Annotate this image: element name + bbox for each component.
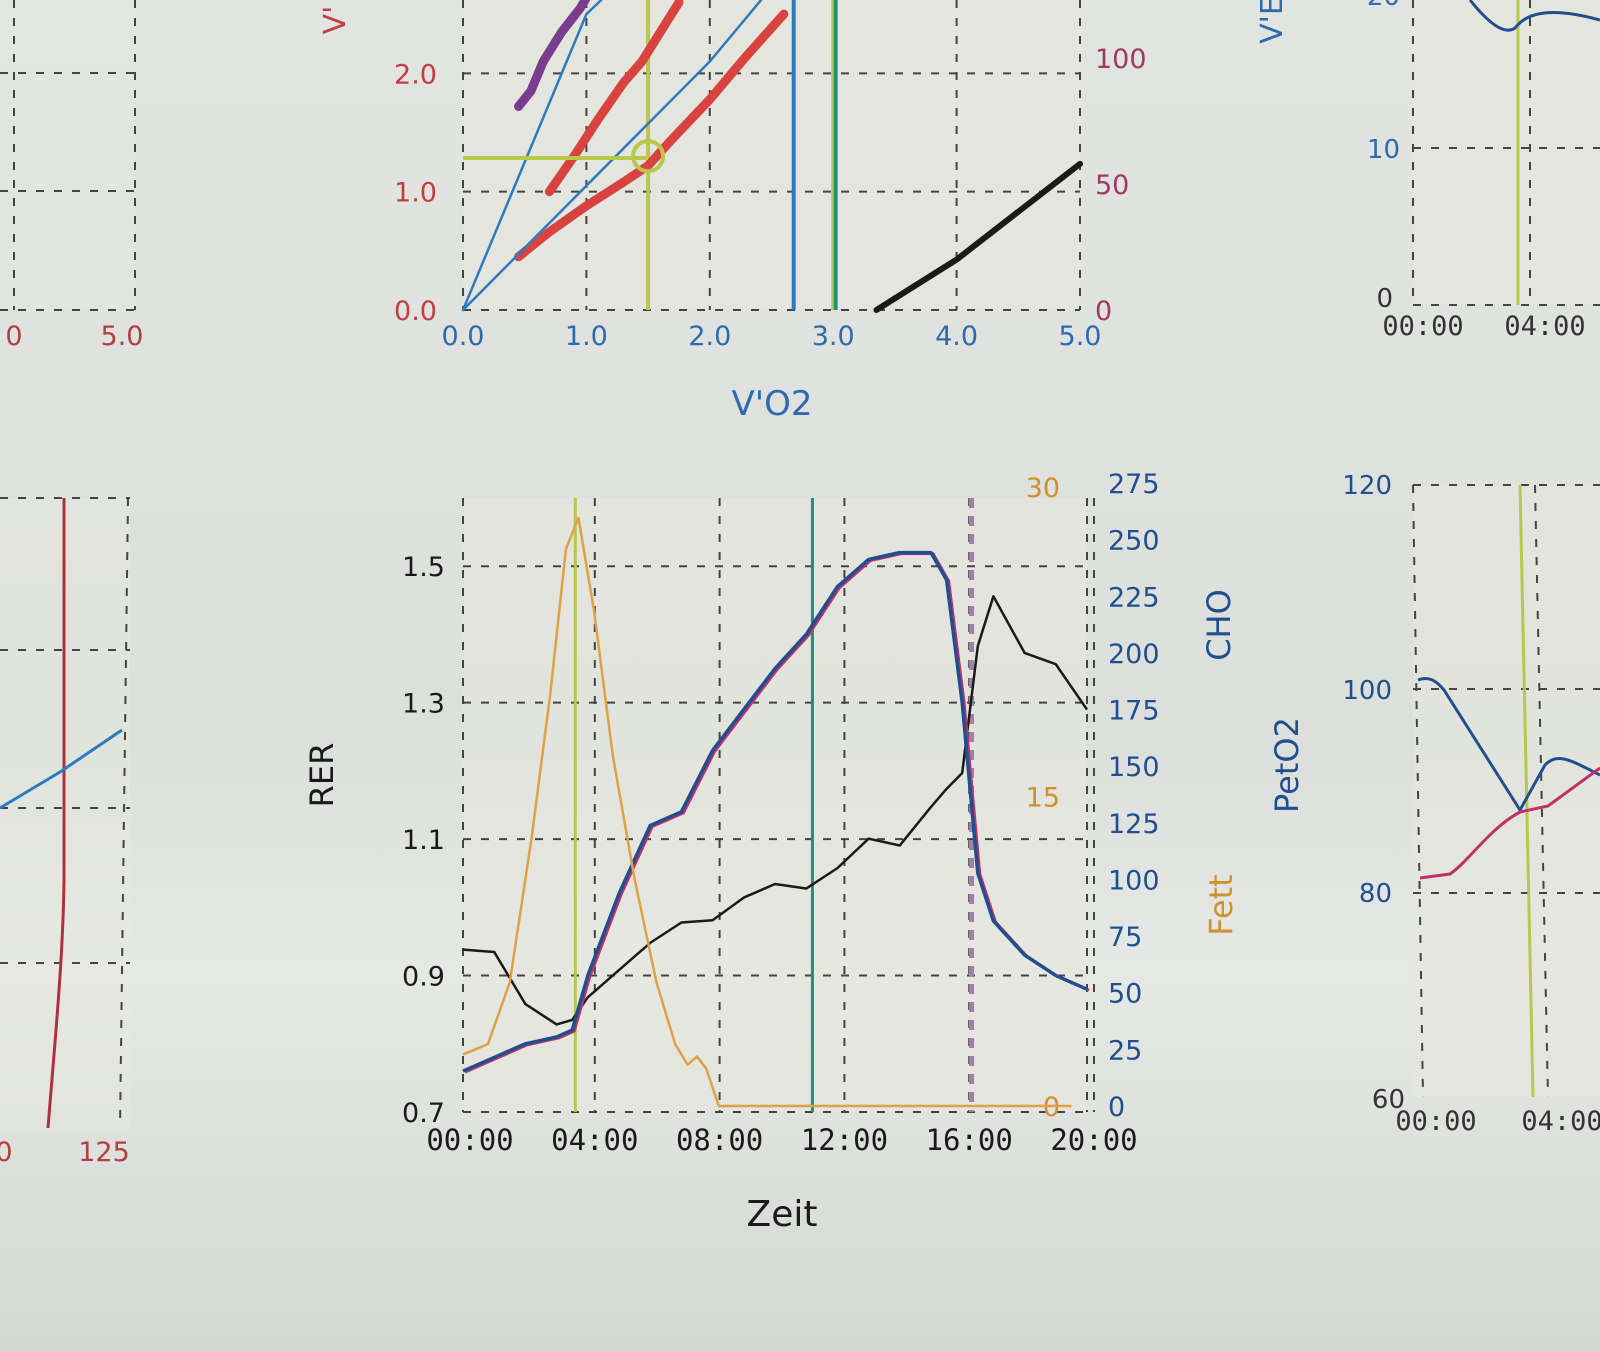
rer-y-tick: 1.3 <box>402 689 445 720</box>
bottom-right-y-tick-60: 60 <box>1372 1085 1405 1115</box>
bottom-right-grid <box>1412 484 1600 1098</box>
cho-tick: 200 <box>1108 639 1160 670</box>
vslope-y-tick-right: 50 <box>1095 170 1129 201</box>
cho-tick: 25 <box>1108 1035 1142 1066</box>
vslope-x-tick: 5.0 <box>1059 321 1102 352</box>
top-left-plot-area <box>0 0 135 310</box>
rer-x-tick: 12:00 <box>801 1123 888 1157</box>
vslope-y-tick-right: 0 <box>1095 296 1112 327</box>
cho-tick: 50 <box>1108 979 1142 1010</box>
vslope-x-tick: 1.0 <box>565 321 608 352</box>
rer-x-tick: 16:00 <box>926 1123 1013 1157</box>
top-left-tick-x-b: 5.0 <box>101 321 144 352</box>
rer-y-tick: 0.7 <box>402 1098 445 1129</box>
top-right-x-tick-0: 00:00 <box>1382 311 1463 342</box>
vslope-y-tick-right: 100 <box>1095 44 1147 75</box>
bottom-left-tick-x-a: 0 <box>0 1137 13 1168</box>
fett-axis-label: Fett <box>1202 874 1240 935</box>
top-right-x-tick-1: 04:00 <box>1504 311 1585 342</box>
bottom-right-magenta-series <box>1419 766 1600 880</box>
vslope-y-axis-label: V' <box>318 6 353 35</box>
vslope-chart: 0.0 1.0 2.0 3.0 4.0 5.0 0.0 1.0 2.0 0 50 100 V'O2 V… <box>318 0 1147 424</box>
cho-tick: 275 <box>1108 469 1160 500</box>
bottom-left-blue-series <box>0 728 123 810</box>
top-right-y-axis-label: V'E <box>1255 0 1290 44</box>
peto2-axis-label: PetO2 <box>1268 717 1306 813</box>
rer-y-tick: 1.1 <box>402 825 445 856</box>
rer-series <box>462 516 1090 1108</box>
bottom-right-y-tick-80: 80 <box>1359 879 1392 909</box>
top-left-fragment: 0 5.0 <box>0 0 143 352</box>
bottom-right-x-tick-1: 04:00 <box>1521 1106 1600 1137</box>
top-right-y-tick-0: 0 <box>1376 284 1393 314</box>
rer-x-tick: 08:00 <box>676 1123 763 1157</box>
bottom-right-navy-series <box>1417 676 1600 813</box>
bottom-right-y-tick-120: 120 <box>1342 471 1392 501</box>
top-right-y-tick-20: 20 <box>1367 0 1400 12</box>
vslope-y-tick-left: 2.0 <box>394 59 437 90</box>
vslope-plot-area <box>463 0 1080 310</box>
vslope-x-tick: 2.0 <box>688 321 731 352</box>
vslope-series-blue <box>461 0 603 312</box>
vslope-series-red <box>514 9 789 262</box>
rer-series-cho <box>462 595 1089 1026</box>
top-left-tick-x-a: 0 <box>5 321 22 352</box>
vslope-ticks: 0.0 1.0 2.0 3.0 4.0 5.0 0.0 1.0 2.0 0 50 100 <box>394 44 1147 352</box>
vslope-y-tick-left: 1.0 <box>394 178 437 209</box>
top-right-fragment: V'E 20 10 0 00:00 04:00 <box>1255 0 1600 342</box>
cho-tick: 75 <box>1108 922 1142 953</box>
rer-chart: 00:00 04:00 08:00 12:00 16:00 20:00 0.7 0.9 1.1 1… <box>303 469 1306 1235</box>
vslope-y-tick-left: 0.0 <box>394 296 437 327</box>
rer-x-tick: 00:00 <box>426 1123 513 1157</box>
vslope-series-blue <box>461 0 763 312</box>
top-right-ve-series <box>1468 0 1600 32</box>
rer-y-tick: 0.9 <box>402 962 445 993</box>
rer-series-rer <box>462 550 1088 1073</box>
vslope-series-black <box>873 160 1083 313</box>
top-right-plot-area <box>1413 0 1600 305</box>
cho-tick: 0 <box>1108 1092 1125 1123</box>
bottom-right-fragment: 120 100 80 60 00:00 04:00 <box>1342 471 1600 1137</box>
fett-tick: 30 <box>1026 473 1060 504</box>
fett-tick: 0 <box>1043 1092 1060 1123</box>
rer-x-axis-label: Zeit <box>747 1194 818 1235</box>
vslope-x-axis-label: V'O2 <box>732 384 813 424</box>
top-right-y-tick-10: 10 <box>1367 135 1400 165</box>
vslope-series-purple <box>514 0 591 111</box>
rer-y-tick: 1.5 <box>402 552 445 583</box>
vslope-x-tick: 3.0 <box>812 321 855 352</box>
vslope-threshold-marker <box>631 139 666 174</box>
rer-series-fett <box>462 516 1072 1108</box>
cho-tick: 100 <box>1108 865 1160 896</box>
top-right-grid <box>1412 0 1600 306</box>
cho-tick: 250 <box>1108 526 1160 557</box>
vslope-x-tick: 4.0 <box>935 321 978 352</box>
rer-x-tick: 20:00 <box>1050 1123 1137 1157</box>
bottom-left-fragment: 0 125 <box>0 497 130 1168</box>
rer-x-tick: 04:00 <box>551 1123 638 1157</box>
top-left-grid <box>0 0 136 311</box>
bottom-left-tick-x-b: 125 <box>78 1137 130 1168</box>
cho-tick: 175 <box>1108 696 1160 727</box>
bottom-left-red-series <box>46 498 66 1129</box>
vslope-series <box>461 0 1083 313</box>
bottom-right-olive-vline <box>1518 484 1535 1098</box>
cho-tick: 150 <box>1108 752 1160 783</box>
cho-tick: 125 <box>1108 809 1160 840</box>
bottom-left-grid <box>0 497 130 1129</box>
rer-plot-area <box>463 498 1087 1112</box>
rer-y-axis-label: RER <box>303 743 341 808</box>
vslope-x-tick: 0.0 <box>442 321 485 352</box>
cho-tick: 225 <box>1108 582 1160 613</box>
bottom-right-x-tick-0: 00:00 <box>1395 1106 1476 1137</box>
bottom-right-y-tick-100: 100 <box>1342 676 1392 706</box>
rer-ticks: 00:00 04:00 08:00 12:00 16:00 20:00 0.7 0.9 1.1 1… <box>402 469 1160 1157</box>
cho-axis-label: CHO <box>1200 589 1238 661</box>
fett-tick: 15 <box>1026 783 1060 814</box>
